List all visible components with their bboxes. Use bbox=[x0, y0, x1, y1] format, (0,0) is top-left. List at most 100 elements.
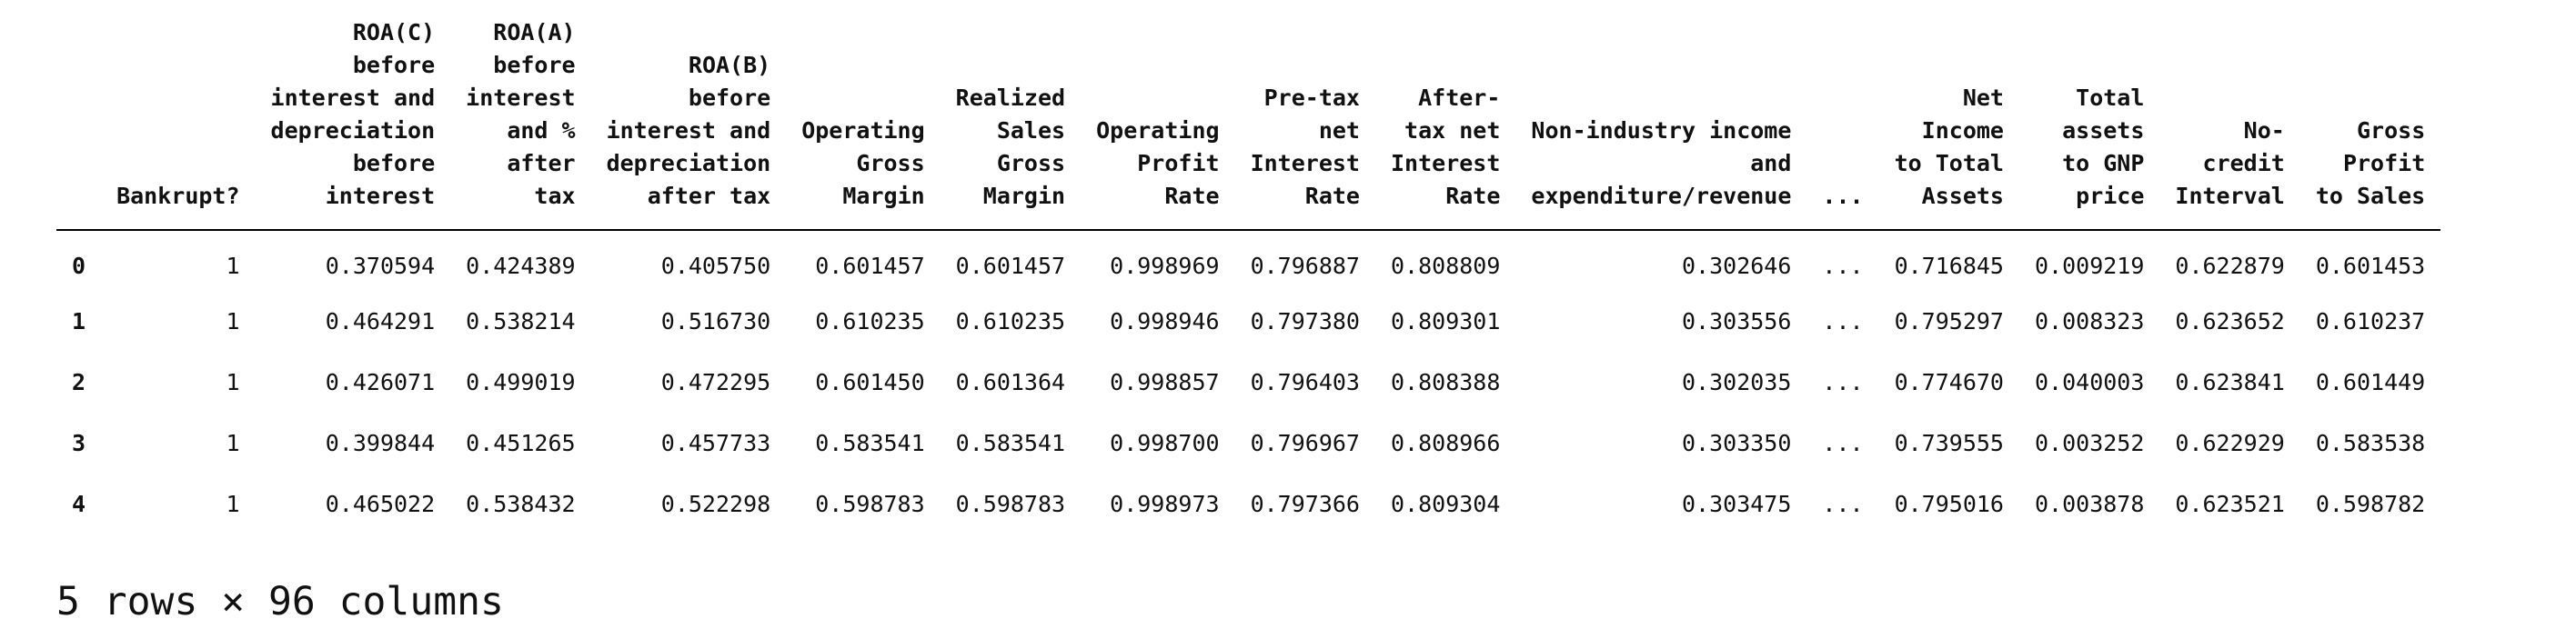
column-header-line: after tax bbox=[647, 183, 771, 209]
column-header-line: net bbox=[1318, 117, 1360, 144]
table-cell: 0.623841 bbox=[2175, 368, 2285, 395]
table-cell: 0.598782 bbox=[2315, 490, 2426, 517]
column-header: Realized Sales Gross Margin bbox=[940, 16, 1082, 231]
table-cell: 0.405750 bbox=[660, 253, 771, 279]
column-header-line: Rate bbox=[1445, 183, 1501, 209]
table-cell: 0.538214 bbox=[466, 307, 576, 334]
column-header-line: credit bbox=[2202, 150, 2285, 176]
column-header-line: and bbox=[1750, 150, 1792, 176]
column-header-line: ROA(A) bbox=[493, 19, 576, 45]
index-header bbox=[56, 16, 102, 231]
table-cell: 0.464291 bbox=[325, 307, 436, 334]
column-header-line: After- bbox=[1418, 85, 1501, 111]
table-row: 0 1 0.370594 0.424389 0.405750 0.601457 0.6014… bbox=[56, 230, 2440, 291]
table-cell: 0.622929 bbox=[2175, 429, 2285, 456]
column-header-line: before bbox=[352, 150, 436, 176]
ellipsis-cell: ... bbox=[1822, 307, 1864, 334]
table-cell: 0.998946 bbox=[1110, 307, 1220, 334]
column-header-line: Rate bbox=[1304, 183, 1360, 209]
table-cell: 0.399844 bbox=[325, 429, 436, 456]
table-cell: 0.472295 bbox=[660, 368, 771, 395]
column-header-line: after bbox=[507, 150, 576, 176]
table-cell: 0.426071 bbox=[325, 368, 436, 395]
table-cell: 0.623652 bbox=[2175, 307, 2285, 334]
table-header: Bankrupt? ROA(C) before interest and depreci… bbox=[56, 16, 2441, 231]
table-cell: 0.003878 bbox=[2034, 490, 2145, 517]
table-cell: 0.809301 bbox=[1390, 307, 1501, 334]
table-cell: 0.739555 bbox=[1894, 429, 2004, 456]
column-header-line: No- bbox=[2243, 117, 2285, 144]
column-header-line: and % bbox=[507, 117, 576, 144]
column-header: Gross Profit to Sales bbox=[2299, 16, 2441, 231]
column-header-line: Pre-tax bbox=[1263, 85, 1360, 111]
table-cell: 0.499019 bbox=[466, 368, 576, 395]
table-cell: 0.583541 bbox=[955, 429, 1066, 456]
table-cell: 0.610235 bbox=[955, 307, 1066, 334]
column-header-line: before bbox=[493, 52, 576, 78]
column-header-line: Gross bbox=[856, 150, 925, 176]
row-index: 1 bbox=[72, 307, 86, 334]
column-header-line: assets bbox=[2062, 117, 2145, 144]
table-cell: 1 bbox=[226, 490, 240, 517]
table-cell: 0.451265 bbox=[466, 429, 576, 456]
column-header-line: Assets bbox=[1921, 183, 2004, 209]
column-header: Operating Profit Rate bbox=[1081, 16, 1235, 231]
table-cell: 1 bbox=[226, 253, 240, 279]
header-row: Bankrupt? ROA(C) before interest and depreci… bbox=[56, 16, 2441, 231]
table-cell: 0.008323 bbox=[2034, 307, 2145, 334]
table-cell: 0.302035 bbox=[1681, 368, 1792, 395]
table-cell: 0.797366 bbox=[1250, 490, 1360, 517]
table-cell: 0.583541 bbox=[815, 429, 925, 456]
column-header-line: Income bbox=[1921, 117, 2004, 144]
column-header-line: Net bbox=[1962, 85, 2004, 111]
table-cell: 0.795016 bbox=[1894, 490, 2004, 517]
table-cell: 0.598783 bbox=[815, 490, 925, 517]
column-header: ROA(B) before interest and depreciation afte… bbox=[590, 16, 787, 231]
table-cell: 0.796403 bbox=[1250, 368, 1360, 395]
dataframe-scroll-container[interactable]: Bankrupt? ROA(C) before interest and depreci… bbox=[56, 16, 2576, 534]
column-header-line: tax bbox=[534, 183, 576, 209]
row-index: 3 bbox=[72, 429, 86, 456]
column-header: Non-industry income and expenditure/revenu… bbox=[1515, 16, 1807, 231]
table-cell: 0.303556 bbox=[1681, 307, 1792, 334]
column-header-line: Operating bbox=[1096, 117, 1220, 144]
column-header-line: to Sales bbox=[2315, 183, 2426, 209]
table-cell: 0.796967 bbox=[1250, 429, 1360, 456]
table-cell: 0.808809 bbox=[1390, 253, 1501, 279]
table-cell: 0.808966 bbox=[1390, 429, 1501, 456]
column-header-line: Bankrupt? bbox=[116, 183, 240, 209]
column-header-line: Realized bbox=[955, 85, 1066, 111]
table-body: 0 1 0.370594 0.424389 0.405750 0.601457 0.6014… bbox=[56, 230, 2440, 534]
column-header: Total assets to GNP price bbox=[2018, 16, 2160, 231]
column-header: ROA(C) before interest and depreciation befo… bbox=[255, 16, 451, 231]
table-cell: 0.601449 bbox=[2315, 368, 2426, 395]
table-cell: 0.370594 bbox=[325, 253, 436, 279]
column-header-line: interest and bbox=[606, 117, 771, 144]
column-header-line: Gross bbox=[996, 150, 1066, 176]
table-cell: 0.303350 bbox=[1681, 429, 1792, 456]
table-cell: 0.538432 bbox=[466, 490, 576, 517]
ellipsis-cell: ... bbox=[1822, 490, 1864, 517]
column-header-line: interest bbox=[466, 85, 576, 111]
column-header-line: Rate bbox=[1164, 183, 1220, 209]
column-header-ellipsis: ... bbox=[1806, 16, 1879, 231]
table-cell: 0.424389 bbox=[466, 253, 576, 279]
column-header: After-tax net Interest Rate bbox=[1374, 16, 1516, 231]
column-header-line: to GNP bbox=[2062, 150, 2145, 176]
column-header-line: interest and bbox=[270, 85, 436, 111]
table-row: 1 1 0.464291 0.538214 0.516730 0.610235 0.6102… bbox=[56, 291, 2440, 352]
table-row: 3 1 0.399844 0.451265 0.457733 0.583541 0.5835… bbox=[56, 413, 2440, 474]
column-header-line: Margin bbox=[982, 183, 1066, 209]
column-header-line: Non-industry income bbox=[1531, 117, 1792, 144]
column-header-line: ROA(C) bbox=[352, 19, 436, 45]
ellipsis-cell: ... bbox=[1822, 253, 1864, 279]
column-header-line: Profit bbox=[1137, 150, 1220, 176]
table-cell: 0.457733 bbox=[660, 429, 771, 456]
column-header-line: ... bbox=[1822, 183, 1864, 209]
column-header: Net Income to Total Assets bbox=[1878, 16, 2019, 231]
dataframe-shape-label: 5 rows × 96 columns bbox=[56, 579, 504, 624]
column-header-line: depreciation bbox=[270, 117, 436, 144]
column-header-line: Profit bbox=[2342, 150, 2426, 176]
table-cell: 0.003252 bbox=[2034, 429, 2145, 456]
table-cell: 0.623521 bbox=[2175, 490, 2285, 517]
